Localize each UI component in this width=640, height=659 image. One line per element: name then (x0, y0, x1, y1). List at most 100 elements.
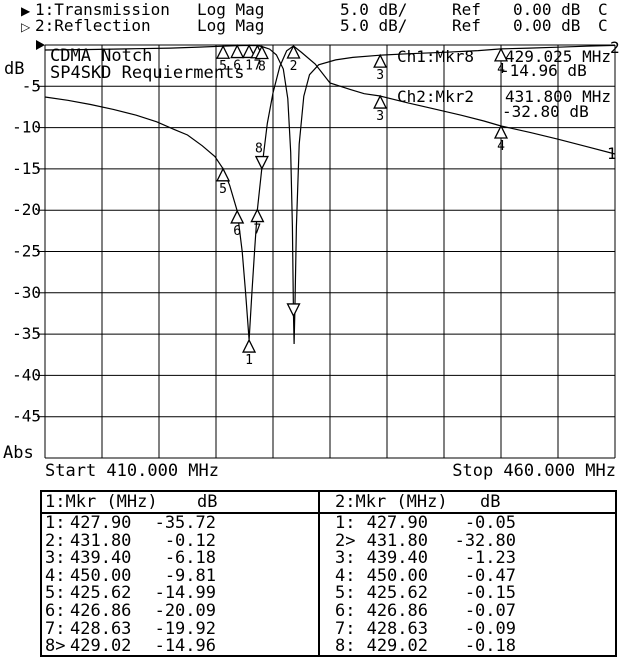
marker-number: 2: (45, 530, 66, 551)
ch1-marker-table: 1:Mkr (MHz) dB 1: 427.90 -35.72 2: 431.80 -0… (40, 490, 320, 657)
table-row: 5: 425.62 -14.99 (42, 584, 318, 602)
marker-5-ch2-icon (216, 44, 231, 59)
marker-freq: 439.40 (70, 548, 132, 569)
table-row: 3: 439.40 -6.18 (42, 549, 318, 567)
marker-7-ch1-icon (250, 208, 265, 223)
marker-number: 4: (335, 565, 356, 586)
y-tick-label: -40 (12, 365, 41, 384)
channel2-cal-status: C (598, 16, 608, 35)
marker-db: -6.18 (164, 548, 216, 569)
marker-freq: 450.00 (366, 565, 428, 586)
marker-label: 5 (219, 182, 227, 197)
y-tick-label: -25 (12, 242, 41, 261)
marker-number: 6: (335, 600, 356, 621)
marker-label: 3 (376, 109, 384, 124)
channel1-format: Log Mag (197, 0, 265, 19)
marker-3-ch1-icon (373, 94, 388, 109)
plot-subtitle: SP4SKD Requierments (50, 63, 244, 83)
marker-db: -0.09 (464, 618, 516, 639)
active-marker-2-ch2-icon (286, 303, 301, 318)
trace-2 (44, 44, 616, 345)
table-row: 8> 429.02 -14.96 (42, 637, 318, 655)
measurement-plot: -5-10-15-20-25-30-35-40-45 11 23344556677… (3, 38, 620, 481)
marker-label: 6 (233, 224, 241, 239)
trace2-end-label: 2 (610, 38, 620, 57)
table-row: 4: 450.00 -9.81 (42, 567, 318, 585)
marker-1-ch2-icon (242, 43, 257, 59)
ch2-marker-table: 2:Mkr (MHz) dB 1: 427.90 -0.05 2> 431.80 -32… (320, 490, 617, 657)
table-row: 7: 428.63 -0.09 (320, 620, 615, 638)
marker-db: -32.80 (454, 530, 516, 551)
ch2-table-db-header: dB (480, 492, 501, 512)
marker-label: 7 (253, 59, 261, 74)
channel1-cal-status: C (598, 0, 608, 19)
plot-title: CDMA Notch (50, 46, 152, 66)
active-marker-8-ch1-icon (254, 155, 269, 171)
ch1-readout-freq: 429.025 MHz (505, 47, 611, 66)
x-axis-start-label: Start 410.000 MHz (45, 461, 219, 481)
ch2-readout-freq: 431.800 MHz (505, 87, 611, 106)
marker-number: 6: (45, 600, 66, 621)
ch1-marker-table-header: 1:Mkr (MHz) dB (42, 492, 318, 514)
marker-freq: 428.63 (366, 618, 428, 639)
marker-number: 5: (335, 583, 356, 604)
y-tick-label: -15 (12, 159, 41, 178)
ch1-table-db-header: dB (197, 492, 218, 512)
marker-5-ch1-icon (216, 167, 231, 182)
marker-label: 1 (245, 353, 253, 368)
marker-freq: 426.86 (70, 600, 132, 621)
marker-number: 1: (45, 513, 66, 533)
ch2-readout-level: -32.80 dB (502, 102, 589, 121)
active-marker-label: 8 (255, 142, 263, 157)
marker-db: -0.05 (464, 513, 516, 533)
grid: -5 -10 -15 -20 -25 -30 -35 -40 -45 (12, 44, 616, 459)
marker-label: 2 (290, 59, 298, 74)
channel2-active-icon: ▷ (21, 20, 31, 34)
marker-db: -0.18 (464, 636, 516, 657)
channel2-format: Log Mag (197, 16, 265, 35)
table-row: 4: 450.00 -0.47 (320, 567, 615, 585)
traces (44, 44, 616, 345)
marker-freq: 428.63 (70, 618, 132, 639)
marker-freq: 429.02 (70, 636, 132, 657)
marker-6-ch2-icon (230, 44, 245, 59)
marker-freq: 427.90 (70, 513, 132, 533)
marker-freq: 425.62 (70, 583, 132, 604)
marker-4-ch1-icon (493, 124, 509, 139)
channel1-trace-label: 1:Transmission (35, 0, 170, 19)
marker-freq: 431.80 (366, 530, 428, 551)
marker-db: -0.47 (464, 565, 516, 586)
trace1-end-label: 1 (607, 144, 617, 163)
marker-db: -9.81 (164, 565, 216, 586)
y-tick-label: -35 (12, 324, 41, 343)
marker-freq: 427.90 (366, 513, 428, 533)
y-tick-label: -45 (12, 407, 41, 426)
table-row: 1: 427.90 -0.05 (320, 514, 615, 532)
marker-1-ch1-icon (242, 338, 257, 353)
ch1-readout-label: Ch1:Mkr8 (397, 47, 474, 66)
marker-8-ch2-icon (254, 45, 269, 60)
ch2-table-title: 2:Mkr (MHz) (335, 492, 448, 512)
marker-db: -14.99 (154, 583, 216, 604)
marker-number: 4: (45, 565, 66, 586)
marker-number: 3: (45, 548, 66, 569)
channel2-header-row: ▷ 2:Reflection Log Mag 5.0 dB/ Ref 0.00 … (0, 16, 640, 35)
y-tick-label: -10 (12, 118, 41, 137)
marker-db: -14.96 (154, 636, 216, 657)
marker-number: 1: (335, 513, 356, 533)
marker-label: 4 (497, 139, 505, 154)
marker-number: 2> (335, 530, 356, 551)
y-tick-label: -20 (12, 200, 41, 219)
table-row: 1: 427.90 -35.72 (42, 514, 318, 532)
table-row: 6: 426.86 -20.09 (42, 602, 318, 620)
channel1-active-icon: ▶ (21, 4, 31, 18)
marker-6-ch1-icon (230, 209, 245, 224)
channel1-ref-value: 0.00 dB (513, 0, 581, 19)
ch2-marker-table-header: 2:Mkr (MHz) dB (320, 492, 615, 514)
marker-number: 7: (335, 618, 356, 639)
channel1-scale: 5.0 dB/ (340, 0, 408, 19)
marker-label: 5 (219, 59, 227, 74)
ch2-readout-label: Ch2:Mkr2 (397, 87, 474, 106)
x-axis-stop-label: Stop 460.000 MHz (452, 461, 616, 481)
